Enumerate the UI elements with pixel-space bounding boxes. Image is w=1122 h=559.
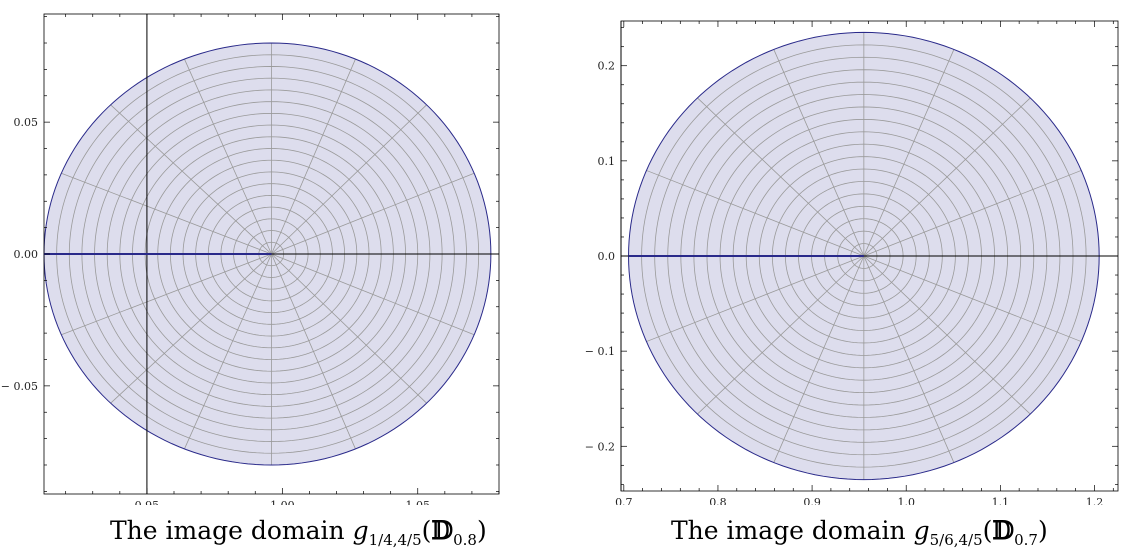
right-y-tick-label: 0.0 [598,250,616,263]
left-grid-ray [61,253,272,336]
caption-right: The image domain g5/6,4/5(𝔻0.7) [671,516,1048,549]
right-grid-ray [697,255,865,415]
caption-right-sub: 5/6,4/5 [929,531,983,549]
left-x-tick-label: 1.05 [406,499,431,505]
chart-right: 0.7 0.8 0.9 1.0 1.1 1.2 0.2 0.1 0.0 − 0.1 − 0.2 [585,20,1119,505]
left-grid-ray [271,253,475,336]
caption-right-text: The image domain [671,516,914,545]
caption-right-set-sub: 0.7 [1014,531,1038,549]
left-grid-ray [271,253,356,450]
caption-left-text: The image domain [110,516,353,545]
left-grid-ray [271,172,475,255]
left-grid-ray [184,58,272,255]
right-x-tick-label: 0.8 [709,496,727,505]
left-grid-ray [271,253,427,404]
left-y-tick-label: − 0.05 [1,380,38,393]
caption-left-sub: 1/4,4/5 [368,531,422,549]
left-grid-ray [184,253,272,450]
caption-left-func: g [352,516,369,545]
right-grid-ray [863,255,955,463]
right-grid-ray [863,170,1082,257]
right-grid-ray [646,170,864,257]
right-grid-ray [863,97,1031,257]
right-grid-ray [863,255,1031,415]
right-grid-ray [697,97,865,257]
right-grid-ray [863,255,1082,342]
left-grid-ray [110,253,272,404]
left-x-tick-label: 0.95 [135,499,160,505]
right-x-tick-label: 0.7 [615,496,633,505]
caption-right-set: 𝔻 [992,516,1015,545]
caption-left: The image domain g1/4,4/5(𝔻0.8) [110,516,487,549]
caption-right-func: g [913,516,930,545]
right-grid-ray [773,255,865,463]
right-x-tick-label: 1.1 [992,496,1010,505]
left-grid-ray [110,104,272,255]
left-y-tick-label: 0.05 [14,116,39,129]
caption-left-set-sub: 0.8 [453,531,477,549]
right-y-tick-label: 0.2 [598,60,616,73]
right-y-tick-label: − 0.2 [585,440,615,453]
right-grid-ray [773,49,865,257]
left-grid-ray [271,104,427,255]
right-x-tick-label: 0.9 [803,496,821,505]
right-x-tick-label: 1.0 [897,496,915,505]
right-y-tick-label: − 0.1 [585,345,615,358]
right-x-tick-label: 1.2 [1086,496,1104,505]
left-y-tick-label: 0.00 [14,248,39,261]
right-y-tick-label: 0.1 [598,155,616,168]
chart-left: 0.95 1.00 1.05 0.05 0.00 − 0.05 [1,13,500,505]
caption-left-set: 𝔻 [431,516,454,545]
left-grid-ray [271,58,356,255]
right-grid-ray [863,49,955,257]
right-grid-ray [646,255,864,342]
left-x-tick-label: 1.00 [270,499,295,505]
left-grid-ray [61,172,272,255]
